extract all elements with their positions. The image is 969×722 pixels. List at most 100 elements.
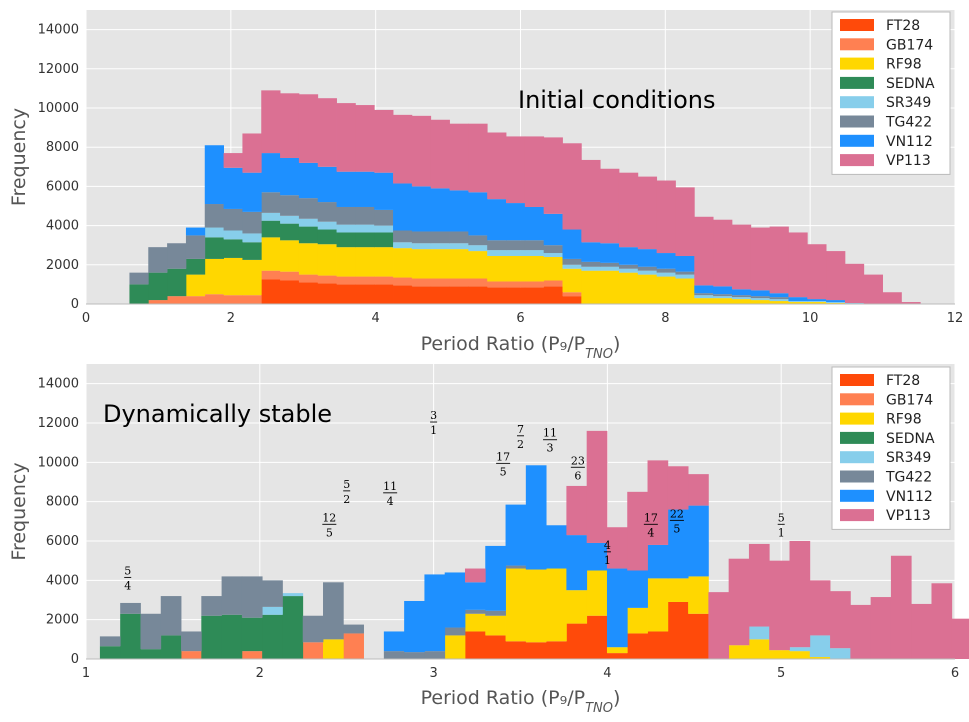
bar-vp113-28: [656, 180, 676, 254]
bar-rf98-31: [728, 645, 750, 659]
fraction-denominator: 4: [124, 579, 131, 592]
bar-ft28-23: [562, 296, 582, 304]
bar-vn112-16: [424, 574, 446, 652]
fraction-numerator: 12: [322, 511, 336, 524]
bar-sr349-29: [675, 274, 695, 279]
bar-ft28-21: [524, 287, 545, 304]
bar-gb174-19: [487, 281, 507, 288]
bar-tg422-19: [487, 240, 507, 251]
bar-rf98-3: [185, 274, 206, 297]
bar-sr349-12: [355, 224, 375, 233]
y-tick-label: 2000: [46, 613, 79, 628]
bar-sedna-0: [129, 284, 149, 304]
bar-vp113-10: [317, 98, 337, 167]
bar-vn112-19: [487, 199, 507, 241]
bar-vp113-41: [901, 302, 921, 304]
bar-sr349-13: [374, 225, 394, 233]
legend-label-rf98: RF98: [886, 57, 922, 73]
fraction-denominator: 4: [387, 495, 394, 508]
y-axis-label: Frequency: [8, 108, 30, 206]
legend-label-sedna: SEDNA: [886, 431, 935, 447]
bar-rf98-4: [204, 258, 224, 295]
bar-tg422-33: [750, 296, 771, 299]
bar-sr349-36: [807, 301, 827, 303]
bar-vp113-11: [336, 103, 356, 172]
bar-vp113-37: [850, 604, 872, 659]
bar-tg422-27: [637, 266, 658, 271]
bar-gb174-23: [562, 292, 582, 297]
y-tick-label: 14000: [38, 23, 79, 38]
bar-rf98-7: [261, 237, 281, 271]
bar-ft28-20: [505, 641, 527, 659]
resonance-label-11-3: 113: [543, 427, 558, 455]
legend-swatch-vn112: [840, 134, 874, 147]
bar-vn112-3: [185, 227, 206, 236]
bar-sedna-8: [280, 223, 300, 241]
bar-ft28-25: [606, 653, 628, 659]
series-gb174: [181, 633, 364, 659]
bar-rf98-17: [444, 635, 466, 659]
legend-label-vn112: VN112: [886, 134, 933, 150]
x-tick-label: 4: [603, 666, 611, 681]
bar-vp113-6: [242, 133, 262, 173]
bar-tg422-10: [302, 615, 324, 643]
bar-gb174-3: [185, 296, 206, 304]
legend-label-gb174: GB174: [886, 392, 933, 408]
bar-vn112-27: [637, 249, 658, 267]
fraction-numerator: 5: [343, 478, 350, 491]
bar-sr349-28: [656, 272, 676, 277]
bar-ft28-18: [464, 631, 486, 659]
bar-sr349-20: [506, 250, 526, 256]
bar-gb174-11: [336, 276, 356, 285]
bar-vp113-26: [618, 172, 639, 248]
bar-ft28-15: [411, 286, 432, 304]
bar-vn112-24: [586, 542, 608, 571]
fraction-numerator: 22: [670, 507, 684, 520]
bar-vp113-31: [728, 558, 750, 646]
bar-vp113-17: [449, 123, 469, 191]
bar-rf98-12: [355, 247, 375, 277]
bar-rf98-29: [688, 576, 709, 614]
bar-vn112-15: [411, 186, 432, 232]
bar-sr349-35: [788, 301, 808, 303]
bar-rf98-24: [581, 270, 601, 304]
bar-tg422-8: [262, 580, 283, 607]
bar-vp113-15: [411, 115, 432, 187]
series-rf98: [185, 237, 846, 304]
bar-sedna-5: [223, 239, 243, 258]
bar-tg422-16: [430, 231, 450, 244]
bar-vn112-11: [336, 171, 356, 207]
bar-rf98-35: [809, 657, 831, 659]
legend-label-ft28: FT28: [886, 18, 920, 34]
fraction-denominator: 6: [574, 469, 581, 482]
bar-vp113-21: [524, 136, 545, 207]
resonance-label-3-1: 31: [430, 409, 438, 437]
x-tick-label: 6: [951, 666, 959, 681]
bar-gb174-18: [468, 278, 488, 287]
x-tick-label: 2: [227, 311, 235, 326]
x-tick-label: 12: [947, 311, 964, 326]
bar-rf98-30: [694, 298, 714, 304]
y-tick-label: 8000: [46, 495, 79, 510]
bar-tg422-19: [485, 610, 506, 616]
bar-vp113-18: [468, 123, 488, 193]
bar-tg422-12: [343, 624, 364, 634]
legend-swatch-tg422: [840, 115, 874, 128]
fraction-denominator: 1: [430, 424, 437, 437]
fraction-numerator: 5: [124, 564, 131, 577]
legend-swatch-gb174: [840, 393, 874, 406]
bar-sr349-21: [524, 250, 545, 256]
bar-rf98-21: [525, 569, 547, 643]
x-tick-label: 6: [516, 311, 524, 326]
legend-swatch-rf98: [840, 57, 874, 70]
bar-gb174-4: [181, 651, 202, 659]
bar-vp113-35: [809, 580, 831, 636]
bar-tg422-5: [223, 208, 243, 231]
series-sr349: [262, 593, 851, 659]
y-tick-label: 6000: [46, 534, 79, 549]
bar-vn112-12: [355, 171, 375, 207]
bar-rf98-31: [713, 298, 733, 304]
bar-sedna-7: [241, 617, 263, 652]
bar-vn112-20: [506, 203, 526, 241]
bar-vn112-18: [464, 582, 486, 610]
